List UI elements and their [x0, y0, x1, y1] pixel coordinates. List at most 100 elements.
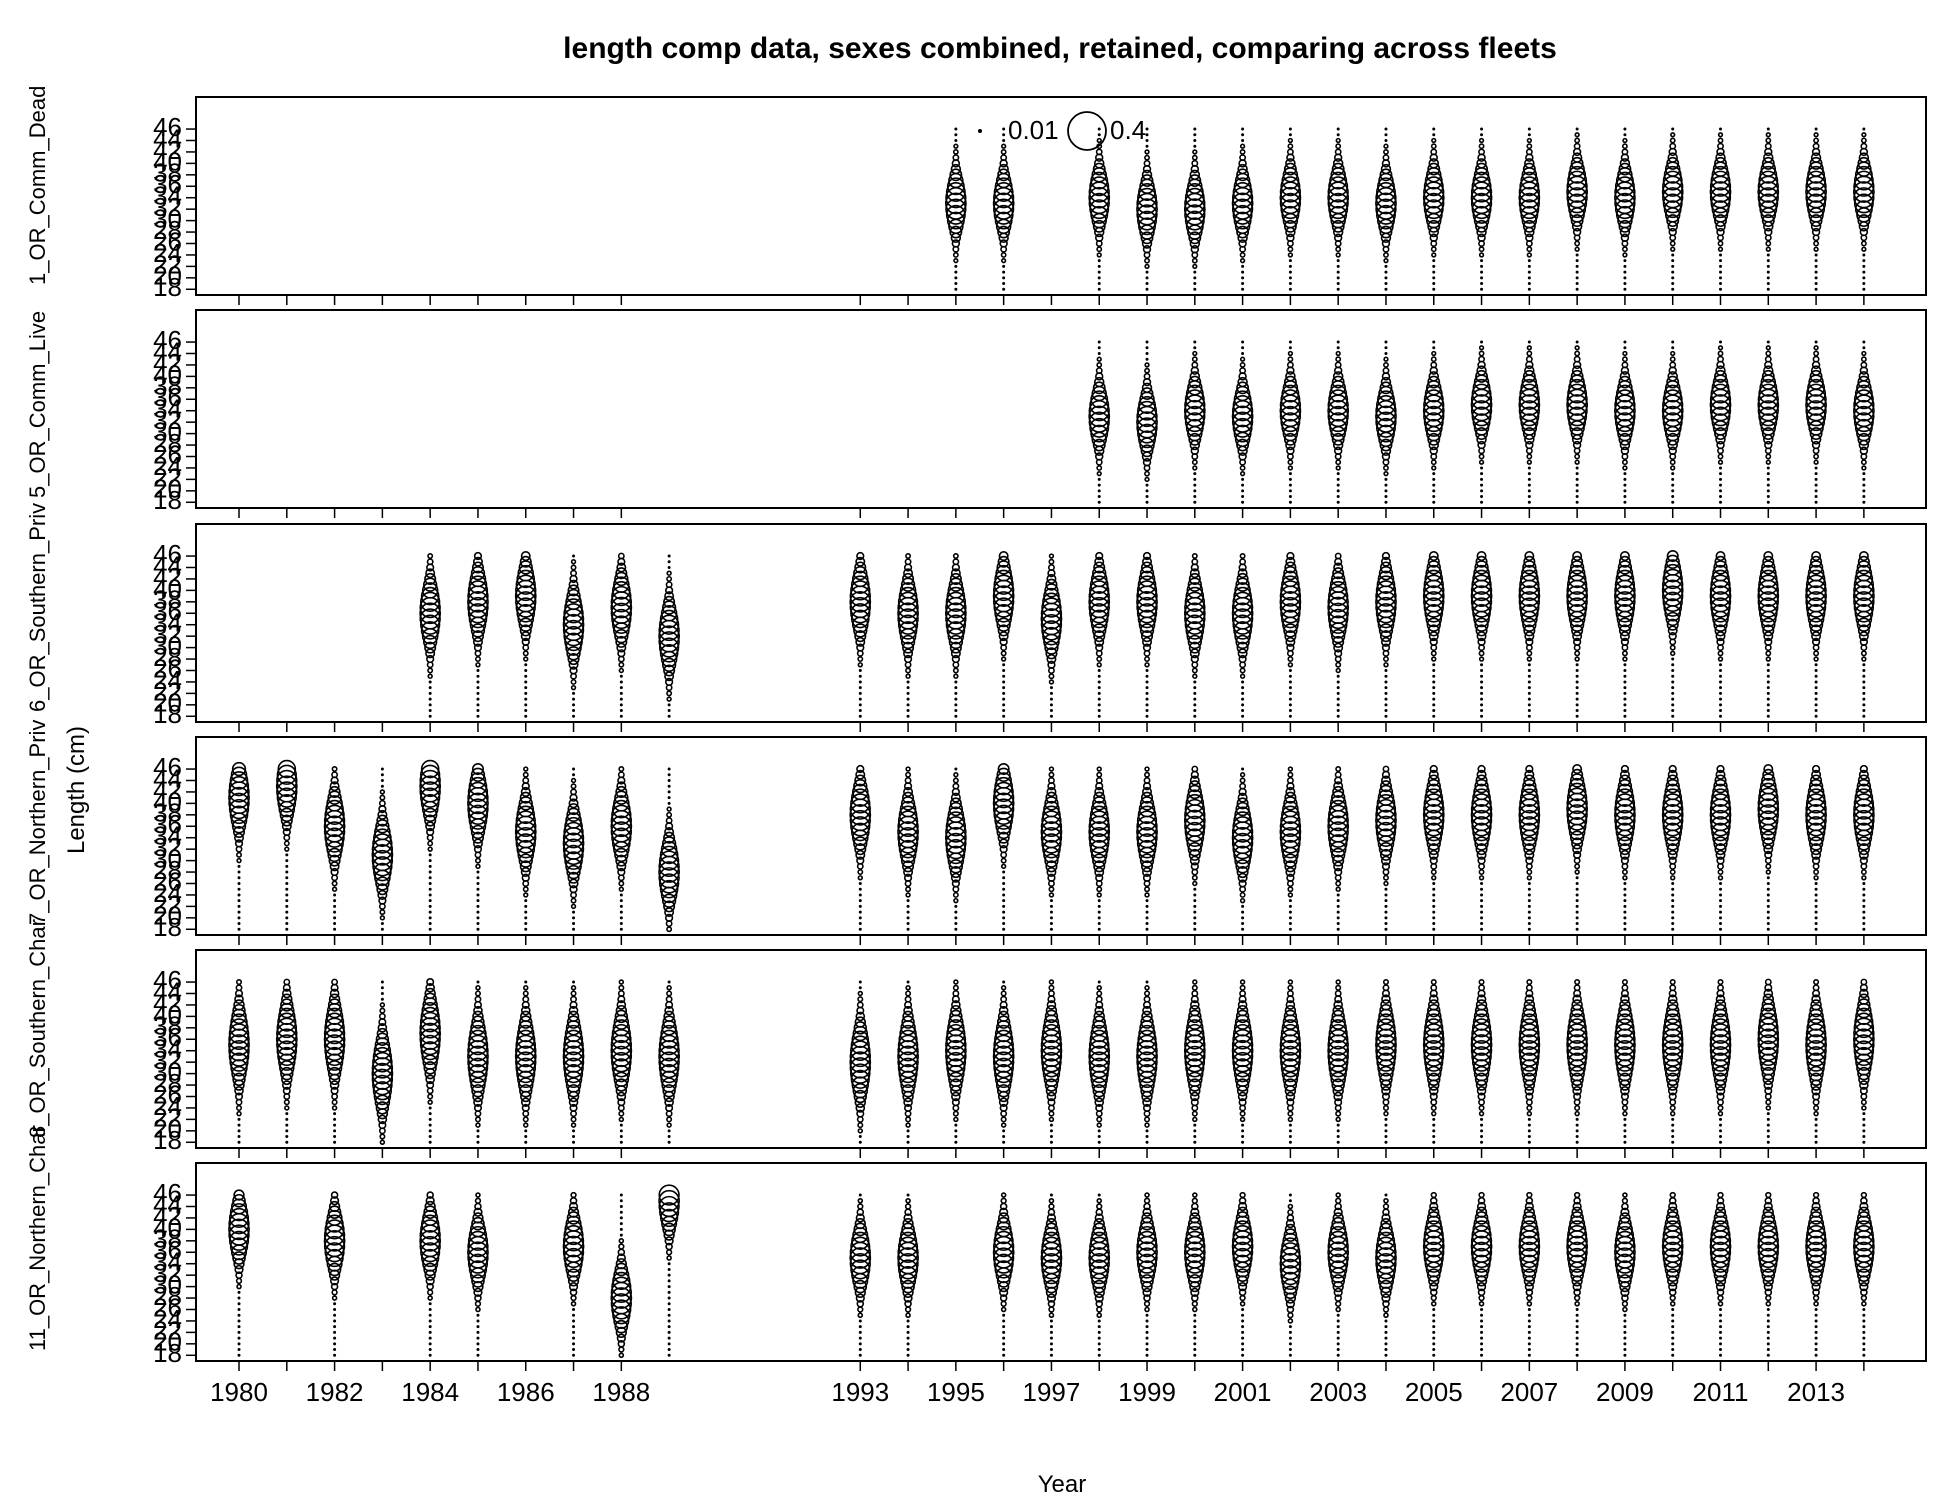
bubble-point [1523, 624, 1536, 637]
bubble-point [1471, 199, 1492, 220]
bubble-point [1184, 798, 1205, 820]
bubble-point [612, 834, 631, 853]
bubble-point [1474, 836, 1489, 851]
bubble-point [1279, 186, 1302, 209]
bubble-point [1761, 214, 1775, 228]
bubble-point [616, 861, 627, 872]
bubble-point [570, 1122, 577, 1128]
bubble-point [228, 1034, 250, 1056]
bubble-point [1144, 154, 1150, 161]
bubble-point [1089, 417, 1110, 438]
bubble-point [1575, 264, 1579, 268]
bubble-point [1048, 558, 1055, 565]
bubble-point [619, 691, 623, 695]
bubble-point [1671, 674, 1675, 678]
bubble-point [1328, 804, 1349, 825]
bubble-point [1287, 886, 1294, 893]
bubble-point [1048, 886, 1055, 893]
y-tick-label: 24 [153, 878, 182, 908]
bubble-point [237, 870, 241, 874]
bubble-point [1047, 564, 1055, 571]
bubble-point [944, 1039, 967, 1062]
bubble-point [998, 551, 1009, 562]
bubble-point [1719, 1353, 1723, 1357]
bubble-point [1671, 259, 1675, 263]
bubble-point [1480, 714, 1484, 718]
bubble-point [667, 1273, 671, 1277]
bubble-point [1623, 127, 1627, 131]
bubble-point [849, 590, 872, 613]
bubble-point [1618, 219, 1632, 233]
bubble-point [378, 896, 387, 905]
bubble-point [1859, 227, 1869, 237]
bubble-point [1279, 827, 1302, 849]
bubble-point [1671, 899, 1675, 903]
bubble-point [1284, 630, 1297, 643]
bubble-point [1241, 714, 1245, 718]
bubble-point [523, 766, 529, 772]
bubble-point [1381, 862, 1391, 871]
bubble-point [1527, 127, 1531, 131]
bubble-point [1145, 904, 1149, 908]
bubble-point [898, 1029, 918, 1049]
bubble-point [1239, 258, 1246, 264]
bubble-point [1046, 786, 1057, 797]
bubble-point [1719, 1325, 1723, 1329]
bubble-point [1666, 618, 1679, 631]
bubble-point [1287, 350, 1294, 357]
bubble-point [371, 1068, 394, 1091]
bubble-point [1375, 198, 1397, 220]
bubble-point [1856, 560, 1872, 575]
bubble-point [1191, 356, 1198, 363]
bubble-point [1185, 828, 1205, 848]
bubble-point [563, 821, 584, 843]
bubble-point [1719, 893, 1723, 897]
bubble-point [1623, 1342, 1627, 1346]
bubble-point [516, 1064, 536, 1084]
bubble-point [1002, 887, 1006, 891]
bubble-point [1862, 276, 1866, 280]
bubble-point [1615, 788, 1635, 807]
bubble-point [1857, 843, 1870, 856]
bubble-point [1619, 849, 1630, 860]
bubble-point [1002, 904, 1006, 908]
bubble-point [1574, 869, 1580, 875]
bubble-point [1136, 603, 1158, 624]
bubble-point [1480, 904, 1484, 908]
bubble-point [1571, 837, 1584, 850]
bubble-point [945, 1045, 967, 1068]
bubble-point [944, 192, 967, 215]
bubble-point [376, 883, 389, 896]
bubble-point [1478, 459, 1485, 465]
bubble-point [1193, 1135, 1197, 1139]
bubble-point [1049, 899, 1053, 903]
bubble-point [1757, 394, 1780, 416]
bubble-point [1185, 183, 1204, 201]
bubble-point [1518, 591, 1541, 613]
bubble-point [476, 1342, 480, 1346]
bubble-point [1427, 774, 1440, 787]
bubble-point [613, 576, 630, 593]
bubble-point [1520, 378, 1539, 397]
bubble-point [1621, 459, 1628, 466]
bubble-point [1478, 875, 1485, 881]
bubble-point [1711, 569, 1730, 589]
bubble-point [897, 602, 919, 625]
bubble-point [949, 1009, 963, 1024]
bubble-point [235, 984, 243, 992]
bubble-point [1719, 1140, 1723, 1144]
bubble-point [1719, 691, 1723, 695]
bubble-point [520, 1010, 532, 1023]
bubble-point [1383, 148, 1389, 155]
bubble-point [1239, 367, 1247, 375]
bubble-point [1717, 875, 1724, 881]
bubble-point [858, 881, 862, 885]
bubble-point [905, 1116, 912, 1123]
bubble-point [1758, 406, 1779, 427]
bubble-point [612, 581, 631, 600]
bubble-point [1375, 405, 1397, 428]
bubble-point [427, 1099, 433, 1105]
bubble-point [858, 697, 862, 701]
bubble-point [1287, 252, 1294, 258]
bubble-point [954, 270, 958, 274]
